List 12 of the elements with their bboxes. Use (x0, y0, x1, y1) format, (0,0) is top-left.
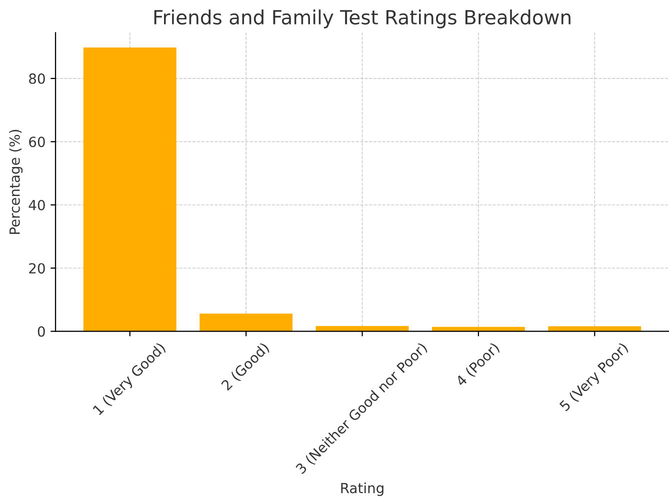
y-axis-title: Percentage (%) (9, 130, 23, 234)
y-tick-label: 40 (28, 200, 45, 210)
y-tick-label: 60 (29, 136, 45, 148)
bar (316, 326, 409, 332)
bar (432, 326, 525, 332)
y-tick-label: 0 (38, 326, 45, 337)
bar (200, 314, 293, 332)
bar (83, 47, 176, 332)
y-tick-label: 20 (29, 263, 45, 274)
chart-title: Friends and Family Test Ratings Breakdown (154, 10, 570, 28)
y-tick-label: 80 (29, 73, 45, 84)
x-axis-title: Rating (341, 482, 384, 496)
